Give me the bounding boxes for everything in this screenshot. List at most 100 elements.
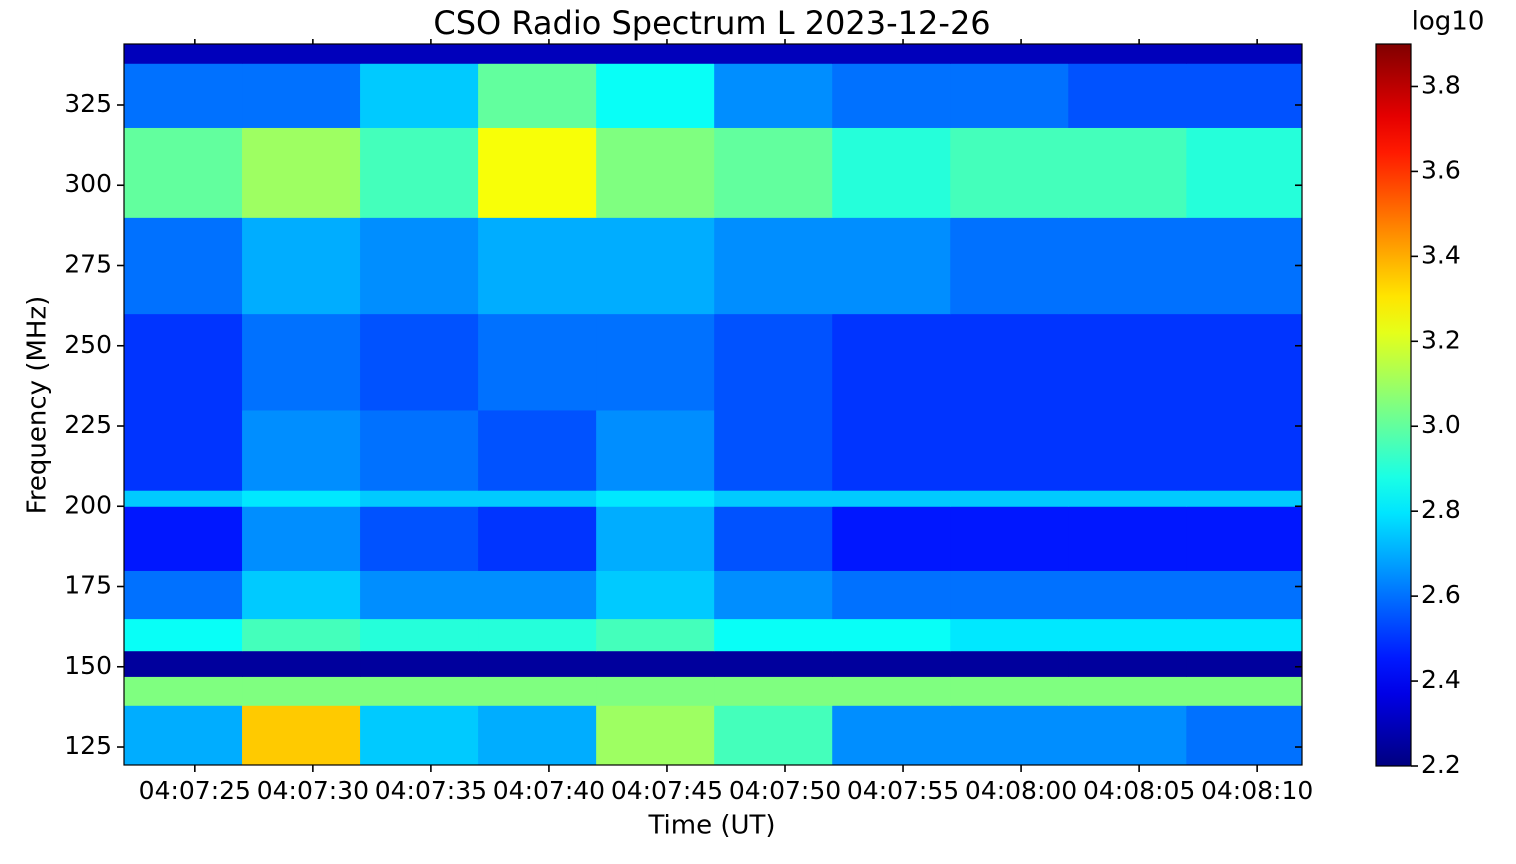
heat-cell bbox=[124, 618, 243, 652]
heat-cell bbox=[1186, 618, 1303, 652]
colorbar-tick-label: 3.8 bbox=[1421, 70, 1461, 99]
heat-cell bbox=[1068, 490, 1187, 507]
heat-cell bbox=[1186, 217, 1303, 315]
y-tick-label: 275 bbox=[64, 250, 112, 279]
heat-cell bbox=[360, 650, 479, 677]
heat-cell bbox=[1068, 127, 1187, 218]
x-tick-label: 04:07:55 bbox=[847, 776, 959, 805]
heat-cell bbox=[242, 570, 361, 620]
heat-cell bbox=[950, 490, 1069, 507]
heat-cell bbox=[1186, 127, 1303, 218]
heat-cell bbox=[714, 570, 833, 620]
heat-cell bbox=[1186, 676, 1303, 706]
heat-cell bbox=[1068, 217, 1187, 315]
heat-cell bbox=[950, 618, 1069, 652]
x-tick-label: 04:07:25 bbox=[139, 776, 251, 805]
heat-cell bbox=[124, 506, 243, 571]
heat-cell bbox=[950, 650, 1069, 677]
y-tick-label: 300 bbox=[64, 169, 112, 198]
heat-cell bbox=[478, 127, 597, 218]
x-tick-label: 04:07:40 bbox=[493, 776, 605, 805]
heat-cell bbox=[124, 676, 243, 706]
heat-cell bbox=[950, 63, 1069, 128]
heat-cell bbox=[242, 506, 361, 571]
heat-cell bbox=[242, 127, 361, 218]
heat-cell bbox=[596, 618, 715, 652]
heat-cell bbox=[1186, 570, 1303, 620]
heat-cell bbox=[714, 506, 833, 571]
heat-cell bbox=[596, 127, 715, 218]
heat-cell bbox=[1068, 63, 1187, 128]
y-axis-label: Frequency (MHz) bbox=[23, 296, 53, 515]
heat-cell bbox=[478, 409, 597, 491]
heat-cell bbox=[1068, 409, 1187, 491]
heat-cell bbox=[950, 44, 1069, 64]
colorbar-tick-label: 2.6 bbox=[1421, 580, 1461, 609]
heat-cell bbox=[714, 705, 833, 766]
heat-cell bbox=[478, 618, 597, 652]
heat-cell bbox=[1068, 676, 1187, 706]
heat-cell bbox=[242, 217, 361, 315]
heat-cell bbox=[478, 705, 597, 766]
heat-cell bbox=[478, 676, 597, 706]
heat-cell bbox=[478, 490, 597, 507]
heat-cell bbox=[832, 676, 951, 706]
x-tick-label: 04:07:30 bbox=[257, 776, 369, 805]
heat-cell bbox=[360, 490, 479, 507]
heat-cell bbox=[242, 44, 361, 64]
heat-cell bbox=[242, 650, 361, 677]
heat-cell bbox=[360, 705, 479, 766]
heat-cell bbox=[596, 63, 715, 128]
heat-cell bbox=[478, 44, 597, 64]
heat-cell bbox=[832, 313, 951, 411]
heat-cell bbox=[242, 490, 361, 507]
heat-cell bbox=[832, 506, 951, 571]
heat-cell bbox=[832, 705, 951, 766]
x-tick-label: 04:08:00 bbox=[965, 776, 1077, 805]
colorbar-tick-label: 3.6 bbox=[1421, 155, 1461, 184]
heat-cell bbox=[596, 506, 715, 571]
heat-cell bbox=[714, 217, 833, 315]
heat-cell bbox=[832, 650, 951, 677]
heat-cell bbox=[1186, 409, 1303, 491]
heat-cell bbox=[832, 490, 951, 507]
heat-cell bbox=[950, 676, 1069, 706]
heat-cell bbox=[714, 313, 833, 411]
heat-cell bbox=[596, 650, 715, 677]
heat-cell bbox=[242, 63, 361, 128]
colorbar-tick-label: 2.2 bbox=[1421, 750, 1461, 779]
plot-frame bbox=[123, 43, 1303, 766]
heat-cell bbox=[832, 409, 951, 491]
heat-cell bbox=[124, 44, 243, 64]
x-axis-label: Time (UT) bbox=[647, 811, 775, 841]
heat-cell bbox=[832, 63, 951, 128]
heat-cell bbox=[832, 618, 951, 652]
x-tick-label: 04:07:35 bbox=[375, 776, 487, 805]
heat-cell bbox=[242, 409, 361, 491]
y-tick-label: 125 bbox=[64, 731, 112, 760]
heat-cell bbox=[714, 618, 833, 652]
heat-cell bbox=[1186, 506, 1303, 571]
heat-cell bbox=[124, 127, 243, 218]
heat-cell bbox=[714, 490, 833, 507]
heat-cell bbox=[1186, 63, 1303, 128]
heat-cell bbox=[360, 409, 479, 491]
colorbar-label: log10 bbox=[1412, 7, 1485, 37]
colorbar-tick-label: 2.4 bbox=[1421, 665, 1461, 694]
heat-cell bbox=[1068, 650, 1187, 677]
heat-cell bbox=[1186, 650, 1303, 677]
x-tick-label: 04:07:45 bbox=[611, 776, 723, 805]
heat-cell bbox=[478, 650, 597, 677]
heat-cell bbox=[124, 217, 243, 315]
heat-cell bbox=[596, 409, 715, 491]
heat-cell bbox=[596, 217, 715, 315]
heat-cell bbox=[1068, 313, 1187, 411]
y-tick-label: 175 bbox=[64, 571, 112, 600]
colorbar-tick-label: 3.2 bbox=[1421, 325, 1461, 354]
heat-cell bbox=[124, 570, 243, 620]
x-tick-label: 04:08:05 bbox=[1083, 776, 1195, 805]
heat-cell bbox=[360, 217, 479, 315]
y-tick-label: 200 bbox=[64, 490, 112, 519]
heat-cell bbox=[1068, 705, 1187, 766]
y-tick-label: 250 bbox=[64, 330, 112, 359]
